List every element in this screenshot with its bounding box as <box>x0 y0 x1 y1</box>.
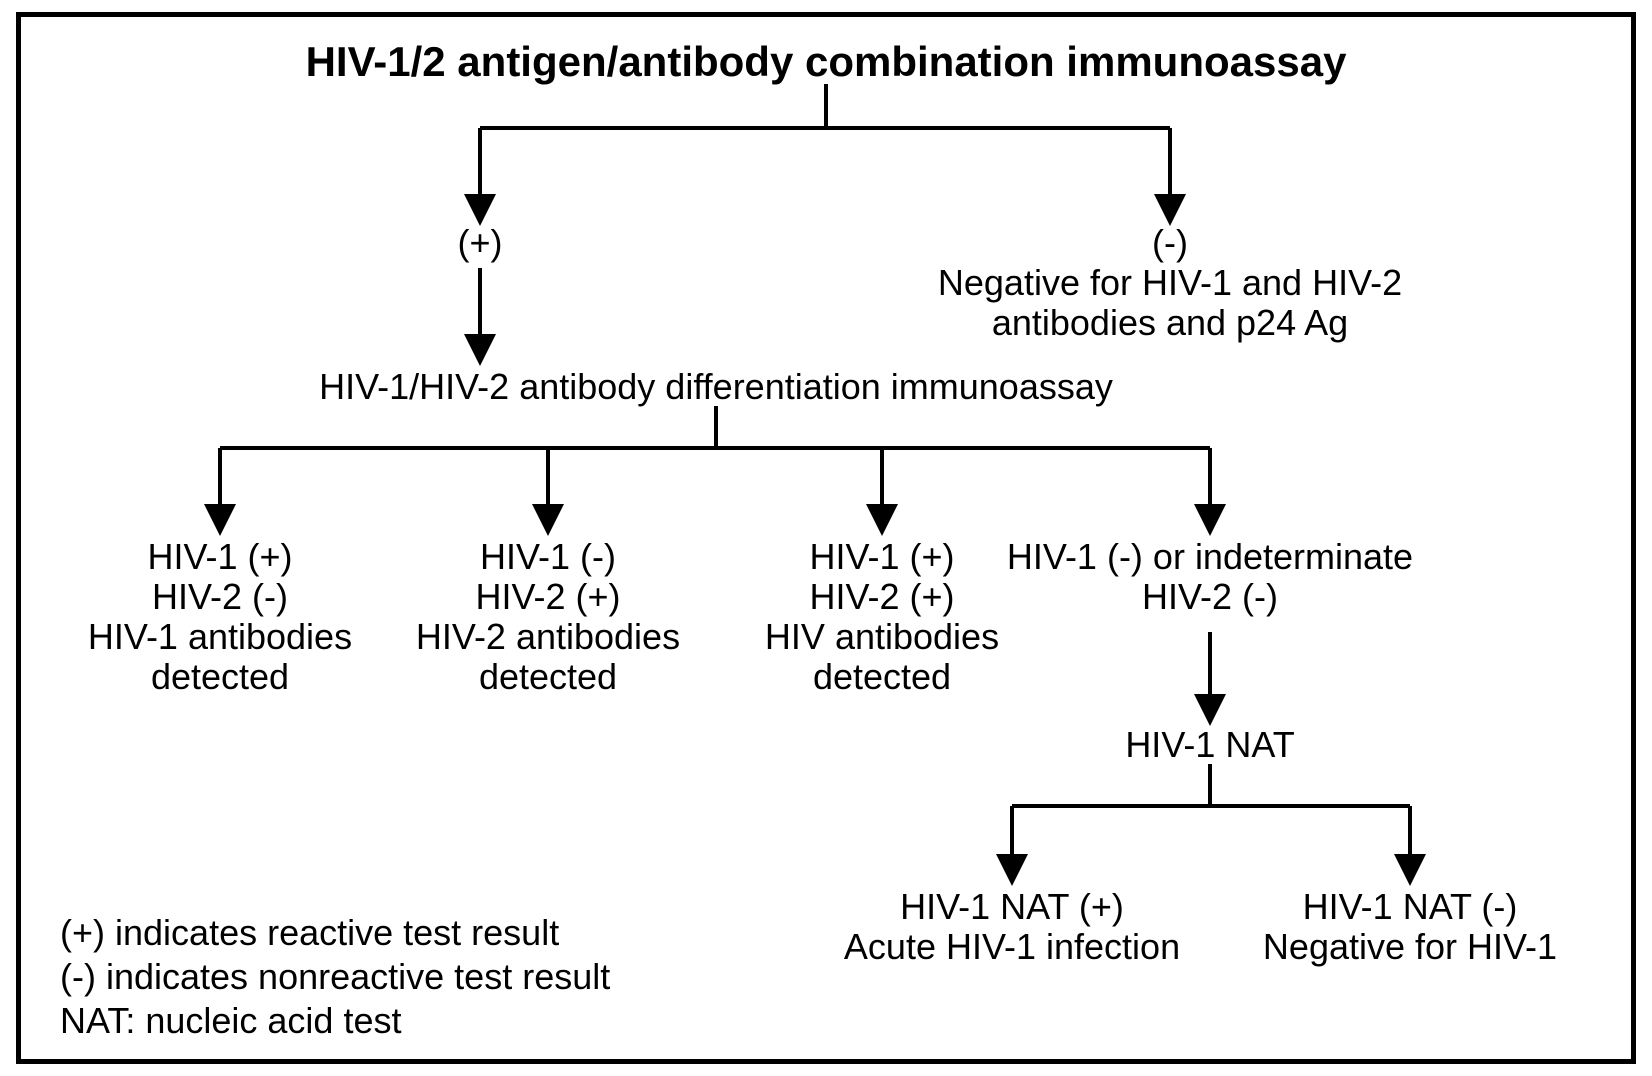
negative-result-line2: antibodies and p24 Ag <box>992 302 1348 343</box>
negative-result-line1: Negative for HIV-1 and HIV-2 <box>938 262 1402 303</box>
result4-line2: HIV-2 (-) <box>1142 576 1278 617</box>
legend-line2: (-) indicates nonreactive test result <box>60 956 610 997</box>
branch-positive-label: (+) <box>458 222 503 263</box>
result2-line2: HIV-2 (+) <box>475 576 620 617</box>
result1-line1: HIV-1 (+) <box>147 536 292 577</box>
result3-line3: HIV antibodies <box>765 616 999 657</box>
branch-negative-label: (-) <box>1152 222 1188 263</box>
nat-neg-line2: Negative for HIV-1 <box>1263 926 1557 967</box>
result4-line1: HIV-1 (-) or indeterminate <box>1007 536 1413 577</box>
result1-line3: HIV-1 antibodies <box>88 616 352 657</box>
result3-line4: detected <box>813 656 951 697</box>
result2-line4: detected <box>479 656 617 697</box>
title-text: HIV-1/2 antigen/antibody combination imm… <box>306 38 1347 86</box>
result2-line3: HIV-2 antibodies <box>416 616 680 657</box>
nat-pos-line1: HIV-1 NAT (+) <box>900 886 1124 927</box>
legend-line1: (+) indicates reactive test result <box>60 912 559 953</box>
nat-label: HIV-1 NAT <box>1125 724 1294 765</box>
result3-line1: HIV-1 (+) <box>809 536 954 577</box>
nat-neg-line1: HIV-1 NAT (-) <box>1303 886 1518 927</box>
nat-pos-line2: Acute HIV-1 infection <box>844 926 1180 967</box>
differentiation-label: HIV-1/HIV-2 antibody differentiation imm… <box>319 366 1113 407</box>
result3-line2: HIV-2 (+) <box>809 576 954 617</box>
result1-line4: detected <box>151 656 289 697</box>
legend-line3: NAT: nucleic acid test <box>60 1000 401 1041</box>
diagram-stage: HIV-1/2 antigen/antibody combination imm… <box>0 0 1652 1076</box>
result1-line2: HIV-2 (-) <box>152 576 288 617</box>
result2-line1: HIV-1 (-) <box>480 536 616 577</box>
